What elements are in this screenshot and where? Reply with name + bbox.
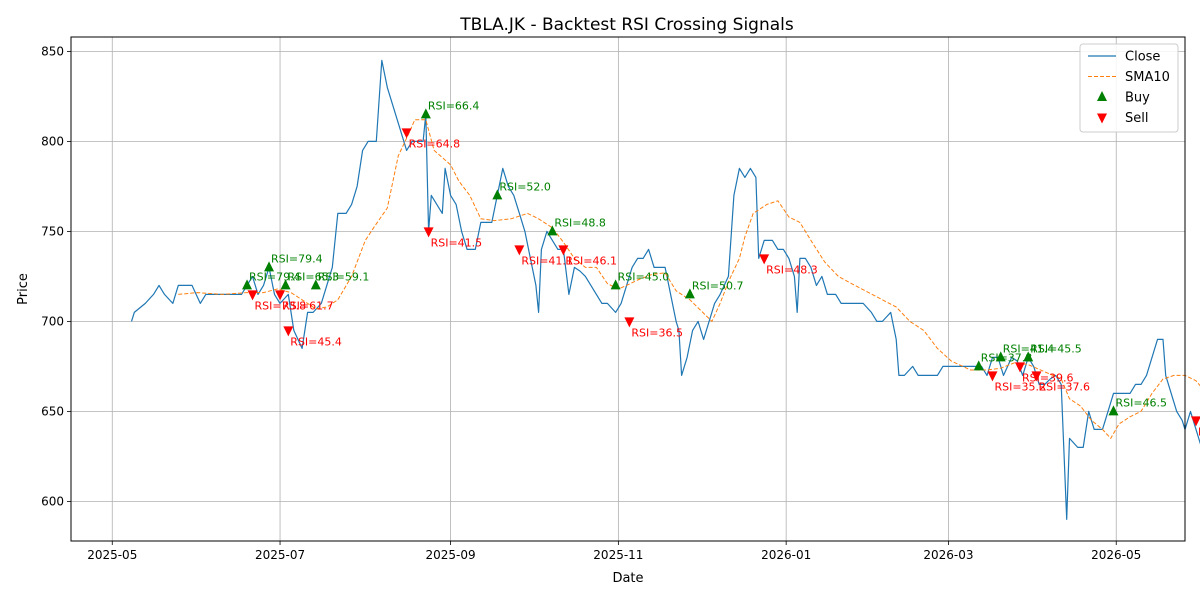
x-axis-label: Date xyxy=(612,571,643,586)
sell-rsi-label: RSI=61.7 xyxy=(282,299,334,312)
sell-rsi-label: RSI=36.5 xyxy=(631,326,683,339)
y-tick-label: 700 xyxy=(41,314,64,328)
legend-label: Buy xyxy=(1125,91,1150,106)
x-tick-label: 2025-09 xyxy=(426,548,476,562)
chart-title: TBLA.JK - Backtest RSI Crossing Signals xyxy=(459,15,794,35)
x-tick-label: 2025-05 xyxy=(87,548,137,562)
x-tick-label: 2025-07 xyxy=(255,548,305,562)
sell-rsi-label: RSI=46.1 xyxy=(565,254,617,267)
sell-rsi-label: RSI=41.5 xyxy=(431,236,483,249)
buy-rsi-label: RSI=50.7 xyxy=(692,279,744,292)
x-tick-label: 2026-01 xyxy=(761,548,811,562)
buy-rsi-label: RSI=46.5 xyxy=(1115,396,1167,409)
legend: Close SMA10 Buy Sell xyxy=(1080,44,1178,132)
legend-label: Sell xyxy=(1125,111,1148,126)
legend-label: SMA10 xyxy=(1125,70,1170,85)
sell-rsi-label: RSI=45.4 xyxy=(290,335,342,348)
buy-rsi-label: RSI=45.5 xyxy=(1030,342,1082,355)
buy-rsi-label: RSI=48.8 xyxy=(554,216,606,229)
sell-rsi-label: RSI=37.6 xyxy=(1038,380,1090,393)
y-axis-label: Price xyxy=(16,273,31,305)
legend-label: Close xyxy=(1125,50,1160,65)
sell-rsi-label: RSI=64.8 xyxy=(409,137,461,150)
y-tick-label: 750 xyxy=(41,224,64,238)
buy-rsi-label: RSI=79.4 xyxy=(271,252,323,265)
buy-rsi-label: RSI=45.0 xyxy=(618,270,670,283)
x-tick-label: 2026-05 xyxy=(1091,548,1141,562)
y-tick-label: 650 xyxy=(41,404,64,418)
sell-rsi-label: RSI=48.3 xyxy=(766,263,818,276)
y-tick-label: 850 xyxy=(41,44,64,58)
y-tick-label: 800 xyxy=(41,134,64,148)
x-tick-label: 2025-11 xyxy=(593,548,643,562)
x-tick-label: 2026-03 xyxy=(923,548,973,562)
buy-rsi-label: RSI=66.4 xyxy=(428,99,480,112)
y-tick-label: 600 xyxy=(41,494,64,508)
buy-rsi-label: RSI=59.1 xyxy=(318,270,370,283)
buy-rsi-label: RSI=52.0 xyxy=(499,180,551,193)
